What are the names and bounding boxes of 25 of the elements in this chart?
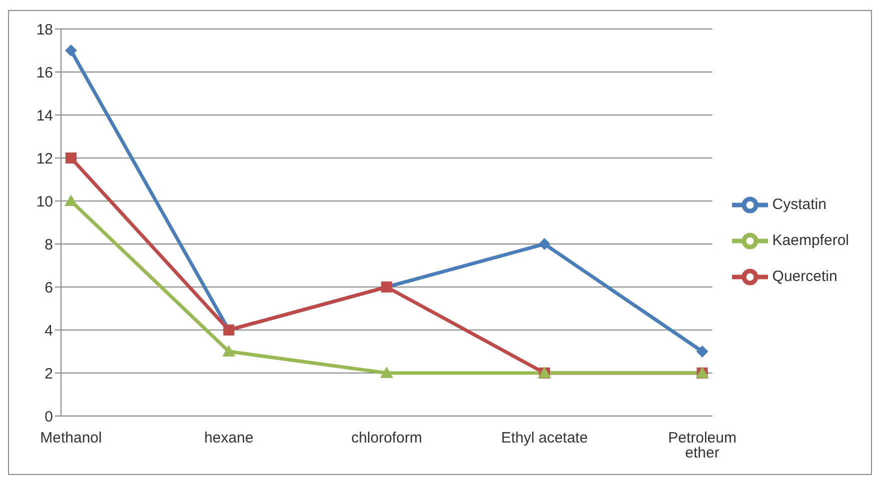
x-tick-label: Petroleum ether	[668, 430, 736, 462]
y-tick-label: 8	[44, 236, 53, 254]
y-tick-label: 0	[44, 408, 53, 426]
y-tick-label: 14	[36, 107, 53, 124]
y-tick-label: 16	[36, 64, 53, 82]
point	[538, 238, 550, 250]
legend-label: Cystatin	[772, 196, 826, 213]
x-tick-label: chloroform	[351, 430, 422, 447]
x-tick-label: hexane	[204, 430, 254, 447]
point	[66, 152, 76, 164]
point	[222, 345, 236, 356]
point	[696, 346, 708, 358]
y-tick-label: 2	[44, 365, 53, 382]
y-tick-label: 6	[44, 279, 53, 296]
point	[65, 44, 77, 56]
legend-label: Quercetin	[772, 268, 838, 286]
y-tick-label: 12	[36, 150, 53, 168]
point	[380, 366, 394, 378]
point	[64, 194, 78, 206]
x-tick-label: Methanol	[40, 430, 102, 447]
y-tick-label: 10	[36, 193, 53, 210]
y-tick-label: 4	[44, 322, 53, 340]
legend-label: Kaempferol	[772, 232, 849, 249]
x-tick-label: Ethyl acetate	[501, 430, 588, 447]
y-tick-label: 18	[36, 21, 53, 38]
